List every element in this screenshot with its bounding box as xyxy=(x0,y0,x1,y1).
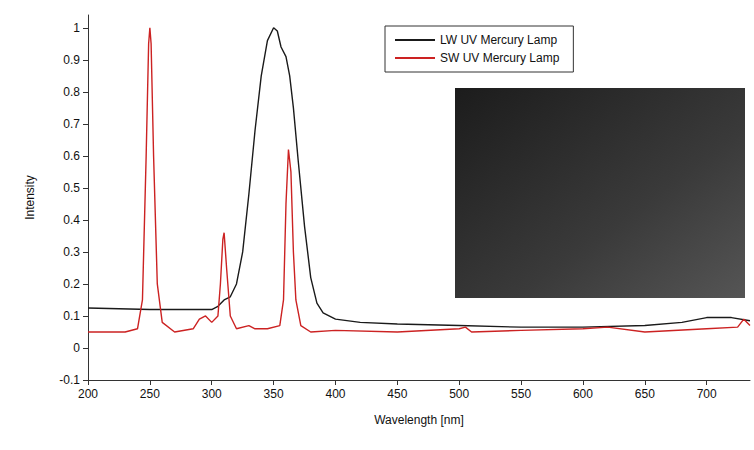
svg-text:0.6: 0.6 xyxy=(63,149,80,163)
svg-text:0: 0 xyxy=(73,341,80,355)
svg-text:1: 1 xyxy=(73,21,80,35)
svg-text:250: 250 xyxy=(140,387,160,401)
svg-text:350: 350 xyxy=(264,387,284,401)
svg-text:700: 700 xyxy=(697,387,717,401)
svg-text:0.8: 0.8 xyxy=(63,85,80,99)
svg-text:0.9: 0.9 xyxy=(63,53,80,67)
svg-text:SW UV Mercury Lamp: SW UV Mercury Lamp xyxy=(440,51,560,65)
svg-text:650: 650 xyxy=(635,387,655,401)
svg-text:200: 200 xyxy=(78,387,98,401)
svg-text:0.3: 0.3 xyxy=(63,245,80,259)
svg-text:0.4: 0.4 xyxy=(63,213,80,227)
svg-text:Wavelength [nm]: Wavelength [nm] xyxy=(374,413,464,427)
svg-text:0.7: 0.7 xyxy=(63,117,80,131)
svg-text:400: 400 xyxy=(325,387,345,401)
svg-text:0.2: 0.2 xyxy=(63,277,80,291)
svg-text:-0.1: -0.1 xyxy=(59,373,80,387)
svg-text:0.5: 0.5 xyxy=(63,181,80,195)
svg-text:500: 500 xyxy=(449,387,469,401)
svg-text:550: 550 xyxy=(511,387,531,401)
svg-text:300: 300 xyxy=(202,387,222,401)
svg-text:LW UV Mercury Lamp: LW UV Mercury Lamp xyxy=(440,33,557,47)
svg-text:Intensity: Intensity xyxy=(23,175,37,220)
svg-text:600: 600 xyxy=(573,387,593,401)
svg-text:0.1: 0.1 xyxy=(63,309,80,323)
svg-text:450: 450 xyxy=(387,387,407,401)
